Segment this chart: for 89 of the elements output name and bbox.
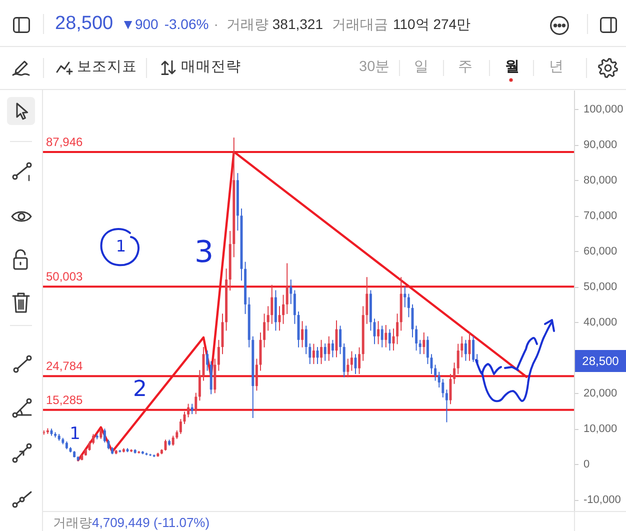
candlestick [198,370,201,402]
text: 28,500 [575,350,626,372]
text: 381,321 [272,16,323,32]
candlestick [187,403,190,418]
text: 거래대금 [332,16,388,34]
annotation: 1 [70,424,80,444]
candlestick [339,325,342,355]
y-tick-label: 100,000 [584,104,624,116]
candlestick [346,358,350,378]
candlestick [396,313,399,345]
candlestick [384,324,388,348]
ref-line-label: 87,946 [46,134,84,149]
text: 보조지표 [77,59,137,76]
candlestick [426,336,429,365]
candlestick [179,418,182,434]
text: 월 [505,59,520,76]
candlestick [308,342,312,365]
text: 30분 [359,59,390,76]
candlestick [453,362,456,384]
candlestick [407,293,410,318]
y-tick-label: 10,000 [584,423,618,436]
ref-line-label: 24,784 [46,359,84,374]
candlestick [380,325,384,348]
candlestick [103,428,106,443]
candlestick [190,403,194,415]
text: 거래량 [226,16,268,34]
text: -3.06% [164,16,209,32]
candlestick [206,350,209,372]
text: ▼900 [121,16,158,32]
candlestick [434,364,437,382]
y-tick-label: 70,000 [584,210,618,222]
candlestick [286,262,288,314]
ref-line-label: 50,003 [46,270,84,284]
y-tick-label: 80,000 [584,174,618,187]
candlestick [194,392,198,415]
candlestick [290,279,292,305]
y-tick-label: 40,000 [584,316,618,329]
candlestick [460,336,464,358]
candlestick [388,328,391,352]
candlestick [304,325,308,355]
candlestick [418,339,422,355]
candlestick [404,286,406,308]
text: 4,709,449 (-11.07%) [92,515,210,530]
candlestick [445,389,448,423]
candlestick [472,336,475,362]
candlestick [331,339,334,358]
candlestick [293,290,296,324]
text: · [214,16,218,32]
text: 주 [458,59,473,76]
candlestick [358,346,361,374]
y-tick-label: 50,000 [584,281,618,294]
text: 110억 274만 [392,16,471,34]
candlestick [442,378,444,398]
y-tick-label: 60,000 [584,246,618,258]
candlestick [266,306,270,332]
y-tick-label: 0 [584,458,590,471]
candlestick [217,339,220,372]
candlestick [366,276,368,324]
ref-line-label: 15,285 [46,392,84,407]
candlestick [464,339,467,362]
annotation: 3 [194,235,214,271]
candlestick [312,343,315,365]
candlestick [320,339,323,365]
annotation: 1 [116,236,126,256]
candlestick [100,428,102,440]
candlestick [282,294,285,324]
candlestick [324,342,326,362]
y-tick-label: -10,000 [584,494,621,506]
text: 28,500 [55,13,114,35]
candlestick [328,336,330,362]
candlestick [255,358,258,392]
candlestick [350,350,353,372]
candlestick [422,332,426,355]
text: 거래량 [53,515,92,530]
candlestick [377,320,380,345]
candlestick [456,343,460,374]
y-tick-label: 90,000 [584,139,618,152]
text: 매매전략 [181,59,241,76]
candlestick [415,325,418,352]
candlestick [438,371,440,388]
candlestick [270,284,274,324]
candlestick [92,433,95,445]
text: 일 [414,59,429,76]
annotation: 2 [133,376,147,404]
candlestick [301,320,304,348]
text: 년 [549,59,564,76]
candlestick [263,313,266,348]
candlestick [172,435,174,446]
y-tick-label: 20,000 [584,388,618,400]
